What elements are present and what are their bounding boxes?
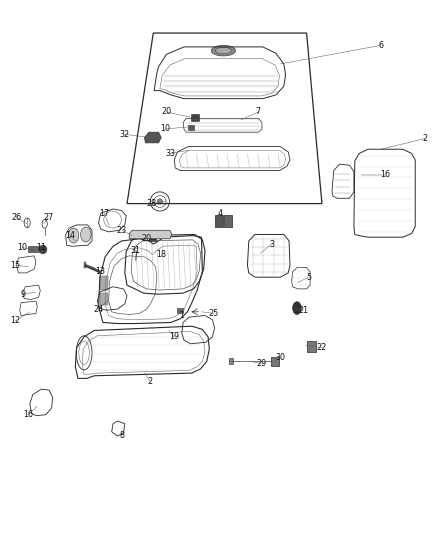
Text: 9: 9 [20, 290, 25, 298]
Ellipse shape [215, 47, 231, 54]
FancyBboxPatch shape [100, 293, 108, 305]
Text: 29: 29 [257, 359, 267, 368]
FancyBboxPatch shape [215, 215, 223, 227]
FancyBboxPatch shape [307, 341, 316, 352]
Text: 6: 6 [378, 41, 384, 50]
FancyBboxPatch shape [177, 308, 183, 313]
Polygon shape [145, 132, 161, 143]
Text: 10: 10 [17, 243, 27, 252]
Text: 15: 15 [10, 261, 21, 270]
Text: 28: 28 [146, 199, 156, 208]
Text: 30: 30 [276, 353, 285, 361]
Text: 14: 14 [65, 231, 75, 240]
Text: 19: 19 [169, 333, 180, 341]
Text: 17: 17 [99, 209, 110, 217]
FancyBboxPatch shape [188, 125, 194, 130]
FancyBboxPatch shape [28, 246, 39, 252]
Text: 12: 12 [10, 317, 21, 325]
Text: 16: 16 [24, 410, 33, 419]
Ellipse shape [157, 199, 162, 204]
FancyBboxPatch shape [191, 114, 199, 121]
Text: 2: 2 [422, 134, 427, 143]
Text: 23: 23 [117, 226, 127, 235]
Polygon shape [129, 230, 172, 239]
Text: 18: 18 [156, 251, 166, 259]
FancyBboxPatch shape [271, 357, 279, 366]
Text: 5: 5 [306, 273, 311, 281]
FancyBboxPatch shape [224, 215, 232, 227]
Text: 22: 22 [317, 343, 327, 352]
Text: 33: 33 [165, 149, 175, 158]
Text: 31: 31 [131, 246, 141, 255]
Ellipse shape [81, 227, 91, 242]
Text: 4: 4 [217, 209, 223, 217]
FancyBboxPatch shape [100, 276, 108, 290]
Ellipse shape [68, 228, 79, 243]
Text: 8: 8 [119, 432, 124, 440]
Text: 11: 11 [37, 243, 46, 252]
Text: 21: 21 [298, 306, 308, 314]
FancyBboxPatch shape [149, 235, 156, 241]
FancyBboxPatch shape [84, 262, 86, 268]
Text: 10: 10 [161, 125, 170, 133]
FancyBboxPatch shape [229, 358, 233, 364]
Ellipse shape [39, 245, 47, 254]
Text: 7: 7 [256, 108, 261, 116]
Text: 32: 32 [120, 130, 130, 139]
Text: 20: 20 [161, 108, 172, 116]
Text: 24: 24 [93, 305, 104, 313]
Text: 3: 3 [269, 240, 274, 248]
Text: 26: 26 [11, 213, 22, 222]
Ellipse shape [293, 302, 301, 314]
Text: 25: 25 [208, 309, 219, 318]
Text: 13: 13 [95, 268, 105, 276]
Text: 1: 1 [179, 311, 184, 320]
Text: 27: 27 [43, 213, 53, 222]
Text: 16: 16 [381, 171, 390, 179]
Text: 20: 20 [141, 235, 152, 243]
Text: 2: 2 [147, 377, 152, 385]
Ellipse shape [211, 45, 236, 56]
